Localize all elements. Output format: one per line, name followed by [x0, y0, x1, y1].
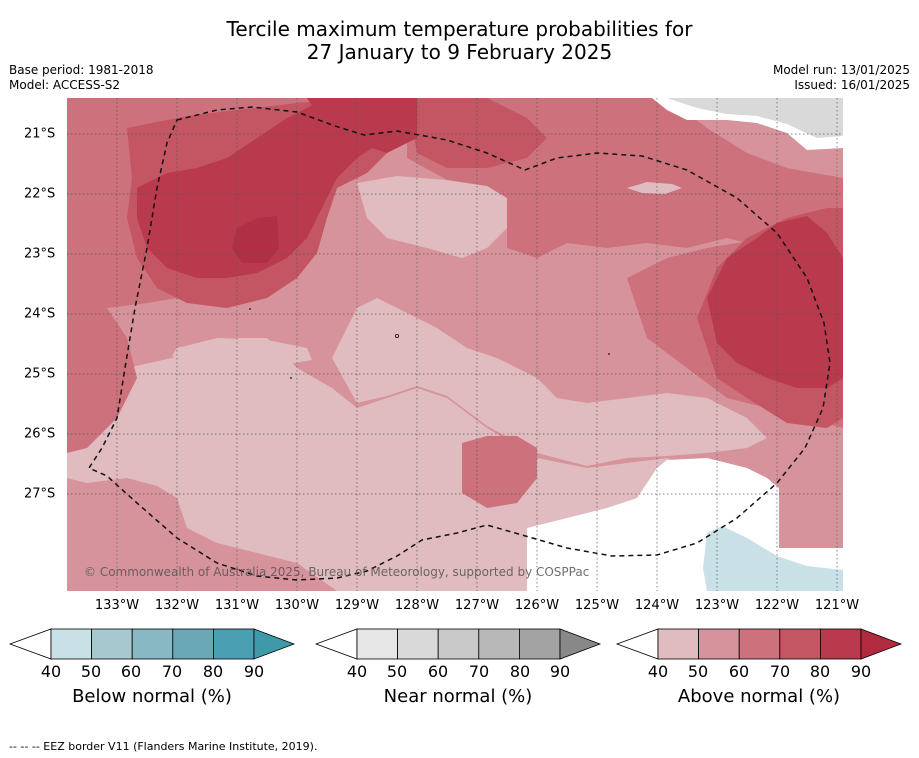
region-above-80-north: [307, 98, 417, 153]
lat-label: 27°S: [24, 486, 56, 502]
region-above-40-west-blob: [172, 338, 312, 380]
legend-tick: 50: [386, 662, 408, 681]
footnote: -- -- -- EEZ border V11 (Flanders Marine…: [9, 740, 318, 753]
legend-swatch: [698, 628, 740, 660]
lon-label: 127°W: [454, 598, 500, 613]
chart-title: Tercile maximum temperature probabilitie…: [0, 18, 919, 64]
model-name: Model: ACCESS-S2: [9, 78, 121, 92]
lon-label: 125°W: [574, 598, 620, 613]
lat-label: 22°S: [24, 186, 56, 202]
legend-tick: 70: [468, 662, 490, 681]
title-line-1: Tercile maximum temperature probabilitie…: [226, 17, 693, 41]
legend-swatch: [91, 628, 133, 660]
region-below-40-se: [703, 526, 843, 591]
map-canvas: [67, 98, 843, 591]
legend-tick: 80: [202, 662, 224, 681]
legend-tick: 40: [647, 662, 669, 681]
lon-label: 123°W: [694, 598, 740, 613]
legend-swatch: [519, 628, 561, 660]
region-above-60-sw: [67, 308, 137, 453]
legend-swatch: [356, 628, 398, 660]
legend-extend-low: [314, 628, 358, 660]
legend-tick: 80: [809, 662, 831, 681]
title-line-2: 27 January to 9 February 2025: [306, 40, 613, 64]
region-above-40-patch: [627, 182, 682, 194]
legend-tick: 90: [549, 662, 571, 681]
legend-swatch: [820, 628, 862, 660]
model-run: Model run: 13/01/2025: [772, 63, 910, 77]
legend-tick: 80: [509, 662, 531, 681]
legend-title: Near normal (%): [383, 686, 533, 707]
legend-colorbars: [8, 628, 903, 660]
region-above-40-central: [332, 298, 767, 466]
region-above-50-west: [67, 478, 337, 591]
region-above-80-east: [707, 216, 843, 388]
legend-tick: 60: [728, 662, 750, 681]
region-above-60-south: [462, 436, 537, 508]
lat-label: 24°S: [24, 306, 56, 322]
legend-tick: 60: [427, 662, 449, 681]
legend-extend-high: [253, 628, 296, 660]
legend-tick: 40: [346, 662, 368, 681]
legend-swatch: [50, 628, 92, 660]
legend-swatch: [397, 628, 439, 660]
base-period: Base period: 1981-2018: [9, 63, 154, 77]
legend-above-bar: [615, 628, 903, 660]
header-left: Base period: 1981-2018 Model: ACCESS-S2: [9, 63, 154, 93]
lon-label: 129°W: [334, 598, 380, 613]
legend-swatch: [657, 628, 699, 660]
lon-label: 130°W: [274, 598, 320, 613]
island-marker: [249, 308, 251, 310]
legend-near-bar: [314, 628, 602, 660]
probability-map: © Commonwealth of Australia 2025, Bureau…: [67, 98, 843, 591]
legend-tick: 90: [850, 662, 872, 681]
lon-label: 131°W: [214, 598, 260, 613]
lon-label: 121°W: [814, 598, 860, 613]
lon-label: 124°W: [634, 598, 680, 613]
lon-label: 133°W: [94, 598, 140, 613]
legend-swatch: [172, 628, 214, 660]
region-above-90-spot: [232, 216, 279, 263]
legend-tick: 50: [80, 662, 102, 681]
legend-extend-low: [8, 628, 52, 660]
issued-date: Issued: 16/01/2025: [794, 78, 910, 92]
region-near-normal-ne: [667, 98, 843, 138]
region-above-80-nw: [137, 98, 397, 278]
island-marker: [290, 377, 292, 379]
legend-tick: 50: [687, 662, 709, 681]
lat-label: 23°S: [24, 246, 56, 262]
region-above-40-north: [357, 176, 507, 258]
legend-swatch: [478, 628, 520, 660]
legend-swatch: [131, 628, 174, 660]
island-marker: [608, 353, 610, 355]
legend-swatch: [779, 628, 821, 660]
lon-label: 132°W: [154, 598, 200, 613]
legend-below-bar: [8, 628, 296, 660]
legend-tick: 70: [161, 662, 183, 681]
copyright-notice: © Commonwealth of Australia 2025, Bureau…: [84, 565, 590, 579]
legend-swatch: [212, 628, 255, 660]
legend-extend-low: [615, 628, 659, 660]
legend-extend-high: [559, 628, 602, 660]
gridlines: [67, 98, 843, 591]
legend-swatch: [437, 628, 480, 660]
legend-tick: 70: [769, 662, 791, 681]
lon-label: 128°W: [394, 598, 440, 613]
legend-title: Above normal (%): [677, 686, 841, 707]
legend-tick: 40: [40, 662, 62, 681]
lat-label: 25°S: [24, 366, 56, 382]
eez-border: [87, 106, 831, 581]
lon-label: 126°W: [514, 598, 560, 613]
legend-extend-high: [860, 628, 903, 660]
legend-swatch: [738, 628, 781, 660]
region-above-70-north: [407, 98, 547, 168]
legend-tick: 90: [243, 662, 265, 681]
lon-label: 122°W: [754, 598, 800, 613]
lat-label: 26°S: [24, 426, 56, 442]
lat-label: 21°S: [24, 126, 56, 142]
legend-tick: 60: [120, 662, 142, 681]
header-right: Model run: 13/01/2025 Issued: 16/01/2025: [773, 63, 910, 93]
legend-title: Below normal (%): [72, 686, 232, 707]
island-marker: [394, 333, 399, 338]
